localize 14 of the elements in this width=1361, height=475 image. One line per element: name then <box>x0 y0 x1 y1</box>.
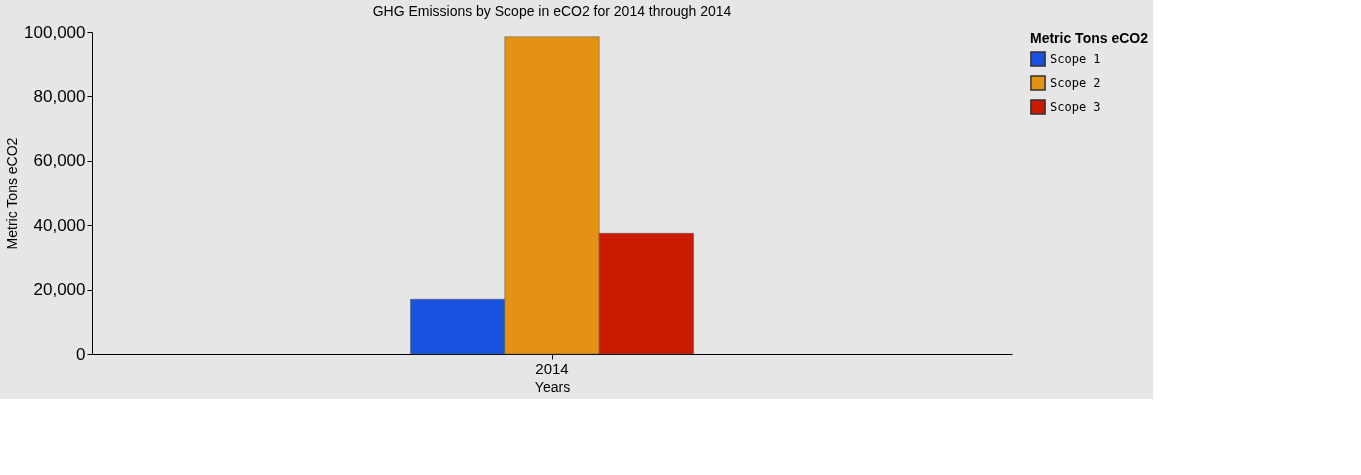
chart-title: GHG Emissions by Scope in eCO2 for 2014 through 2014 <box>372 3 732 19</box>
y-tick-label: 20,000 <box>33 280 86 300</box>
y-tick-label: 100,000 <box>24 22 86 42</box>
y-tick-label: 60,000 <box>33 151 86 171</box>
x-axis-title: Years <box>534 378 571 395</box>
x-tick-label: 2014 <box>535 359 569 377</box>
legend-label: Scope 1 <box>1050 52 1101 66</box>
y-tick-label: 40,000 <box>33 215 86 235</box>
y-tick-label: 80,000 <box>33 86 86 106</box>
legend-title: Metric Tons eCO2 <box>1030 30 1149 46</box>
y-tick-label: 0 <box>76 344 86 364</box>
legend-label: Scope 3 <box>1050 100 1101 114</box>
legend-label: Scope 2 <box>1050 76 1101 90</box>
y-axis-title: Metric Tons eCO2 <box>4 137 21 250</box>
